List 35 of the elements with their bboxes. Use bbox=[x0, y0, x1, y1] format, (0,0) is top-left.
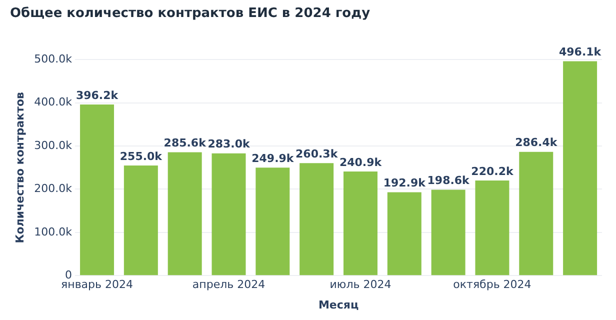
x-tick-label: октябрь 2024 bbox=[453, 278, 532, 292]
data-label: 496.1k bbox=[558, 46, 602, 59]
x-tick-label: апрель 2024 bbox=[192, 278, 266, 292]
bar bbox=[563, 61, 598, 276]
bar bbox=[343, 172, 378, 276]
data-label: 220.2k bbox=[471, 164, 514, 178]
data-label: 240.9k bbox=[339, 156, 382, 169]
x-tick-label: июль 2024 bbox=[330, 278, 392, 292]
y-tick-label: 200.0k bbox=[34, 182, 73, 196]
y-axis-title: Количество контрактов bbox=[13, 92, 26, 244]
y-tick-label: 100.0k bbox=[34, 225, 73, 238]
bar bbox=[168, 152, 202, 276]
bar bbox=[124, 165, 158, 276]
data-label: 283.0k bbox=[208, 138, 250, 151]
bar bbox=[300, 163, 334, 276]
data-label: 286.4k bbox=[515, 136, 558, 150]
data-label: 285.6k bbox=[164, 136, 207, 150]
x-axis-title: Месяц bbox=[318, 298, 359, 312]
data-label: 249.9k bbox=[252, 152, 294, 166]
chart-title: Общее количество контрактов ЕИС в 2024 году bbox=[10, 6, 371, 22]
bar bbox=[80, 104, 114, 276]
y-tick-label: 300.0k bbox=[34, 138, 73, 152]
bar bbox=[256, 168, 290, 276]
bar bbox=[475, 180, 510, 276]
data-label: 255.0k bbox=[120, 150, 163, 163]
bar bbox=[431, 190, 466, 276]
bar bbox=[212, 153, 246, 276]
bar bbox=[519, 152, 554, 276]
data-label: 396.2k bbox=[76, 88, 119, 102]
bar bbox=[387, 192, 422, 276]
data-label: 198.6k bbox=[427, 174, 470, 188]
data-label: 192.9k bbox=[383, 176, 426, 190]
y-tick-label: 500.0k bbox=[34, 52, 73, 66]
data-label: 260.3k bbox=[296, 148, 338, 161]
y-tick-label: 400.0k bbox=[34, 96, 73, 109]
